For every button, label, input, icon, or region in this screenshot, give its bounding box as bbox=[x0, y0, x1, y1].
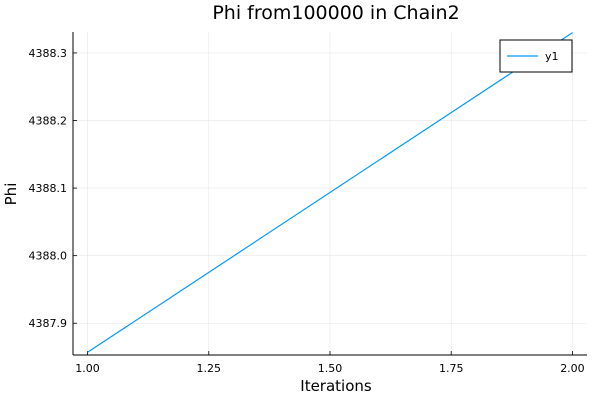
series-layer bbox=[87, 32, 573, 353]
y-tick-label-4: 4388.3 bbox=[29, 47, 68, 60]
y-axis-label: Phi bbox=[2, 183, 20, 206]
legend-label-y1: y1 bbox=[545, 50, 559, 63]
x-tick-label-4: 2.00 bbox=[560, 362, 585, 375]
y-tick-label-1: 4388.0 bbox=[29, 250, 68, 263]
x-tick-label-3: 1.75 bbox=[439, 362, 464, 375]
legend: y1 bbox=[499, 39, 573, 73]
y-tick-label-3: 4388.2 bbox=[29, 115, 68, 128]
axes bbox=[72, 32, 587, 356]
series-line-y1 bbox=[87, 32, 573, 353]
x-tick-label-1: 1.25 bbox=[197, 362, 222, 375]
y-tick-label-2: 4388.1 bbox=[29, 182, 68, 195]
y-tick-label-0: 4387.9 bbox=[29, 317, 68, 330]
x-tick-label-0: 1.00 bbox=[75, 362, 100, 375]
chart-title: Phi from100000 in Chain2 bbox=[212, 2, 459, 24]
x-tick-label-2: 1.50 bbox=[318, 362, 343, 375]
tick-labels: 1.00 1.25 1.50 1.75 2.00 4387.9 4388.0 4388.1 43… bbox=[29, 47, 585, 375]
x-axis-label: Iterations bbox=[300, 377, 372, 395]
